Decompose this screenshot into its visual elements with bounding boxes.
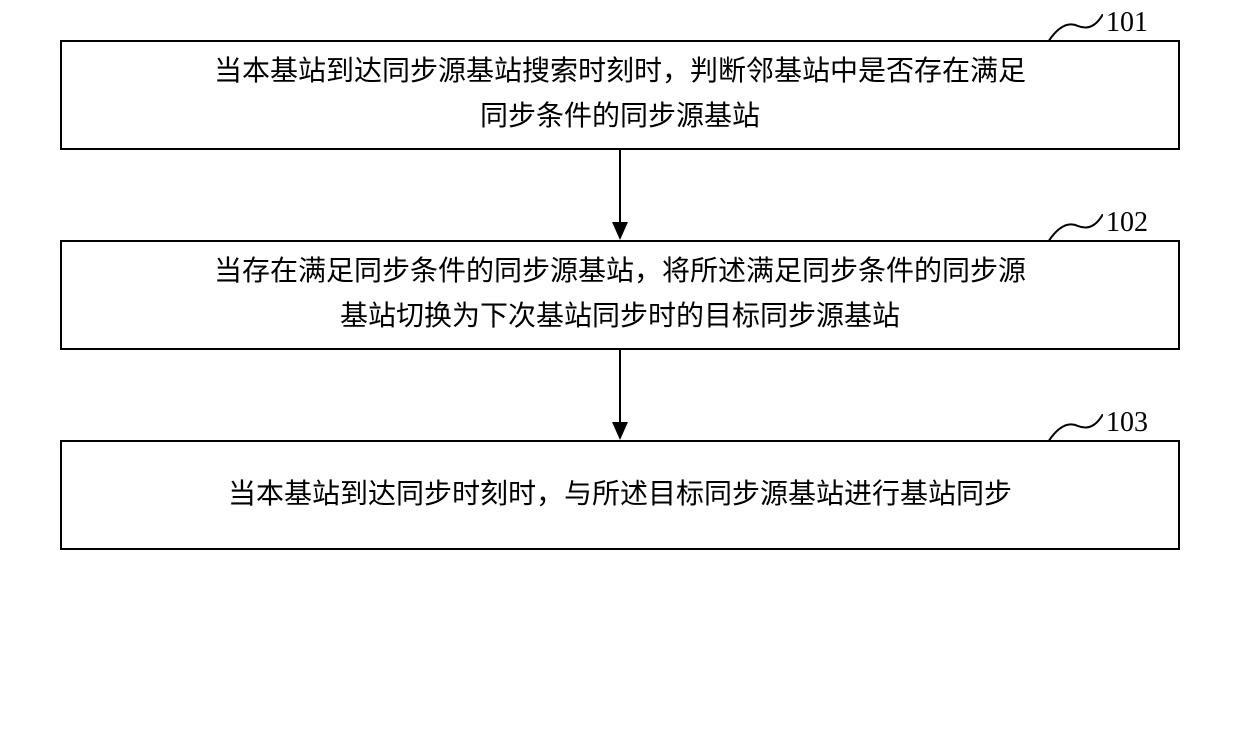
step-label: 103 (1106, 407, 1148, 439)
connector-curve (1048, 14, 1103, 42)
arrow-container (60, 150, 1180, 240)
step-text: 当存在满足同步条件的同步源基站，将所述满足同步条件的同步源 基站切换为下次基站同… (194, 240, 1046, 350)
arrow-down-icon (605, 150, 635, 240)
step-text-line2: 基站切换为下次基站同步时的目标同步源基站 (340, 301, 900, 332)
step-text: 当本基站到达同步源基站搜索时刻时，判断邻基站中是否存在满足 同步条件的同步源基站 (194, 40, 1046, 150)
step-text: 当本基站到达同步时刻时，与所述目标同步源基站进行基站同步 (208, 463, 1032, 528)
connector-curve (1048, 214, 1103, 242)
step-label: 101 (1106, 7, 1148, 39)
arrow-down-icon (605, 350, 635, 440)
flowchart-step-101: 101 当本基站到达同步源基站搜索时刻时，判断邻基站中是否存在满足 同步条件的同… (60, 40, 1180, 150)
step-label: 102 (1106, 207, 1148, 239)
connector-curve (1048, 414, 1103, 442)
step-text-line1: 当本基站到达同步源基站搜索时刻时，判断邻基站中是否存在满足 (214, 56, 1026, 87)
step-text-line2: 同步条件的同步源基站 (480, 101, 760, 132)
step-text-line1: 当存在满足同步条件的同步源基站，将所述满足同步条件的同步源 (214, 256, 1026, 287)
step-text-line1: 当本基站到达同步时刻时，与所述目标同步源基站进行基站同步 (228, 479, 1012, 510)
flowchart-step-103: 103 当本基站到达同步时刻时，与所述目标同步源基站进行基站同步 (60, 440, 1180, 550)
arrow-container (60, 350, 1180, 440)
flowchart-step-102: 102 当存在满足同步条件的同步源基站，将所述满足同步条件的同步源 基站切换为下… (60, 240, 1180, 350)
flowchart-container: 101 当本基站到达同步源基站搜索时刻时，判断邻基站中是否存在满足 同步条件的同… (60, 40, 1180, 550)
